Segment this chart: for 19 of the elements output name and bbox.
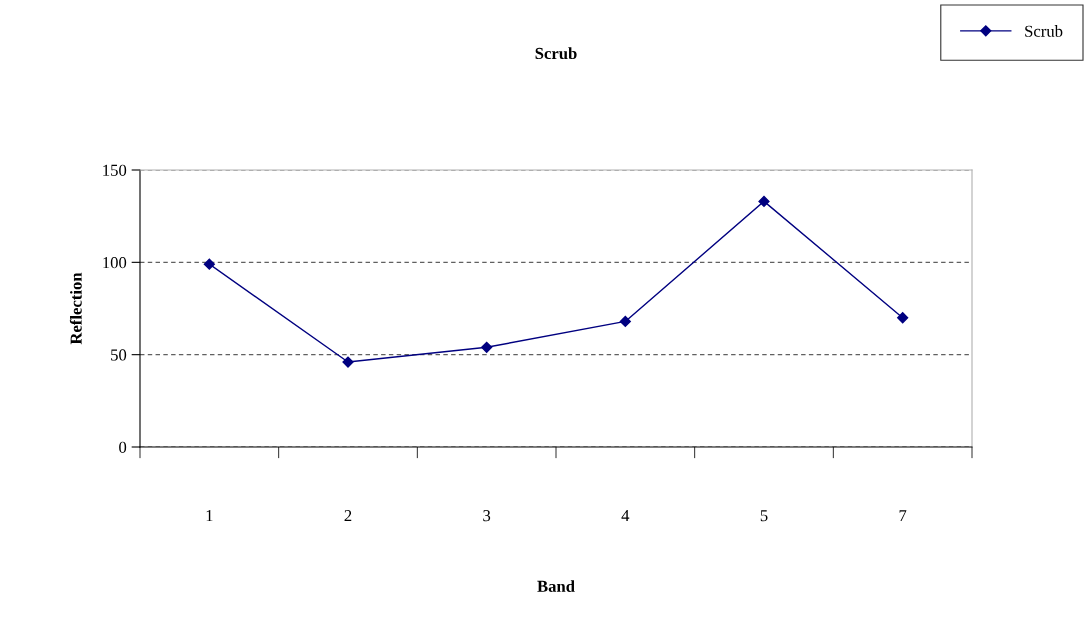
x-axis-title: Band (537, 580, 575, 592)
x-tick-label: 1 (206, 510, 213, 522)
point (758, 195, 770, 207)
x-tick-label: 5 (760, 510, 768, 522)
point (481, 341, 493, 353)
chart-title: Scrub (535, 47, 577, 60)
y-axis-title: Reflection (69, 272, 82, 345)
y-tick-label: 0 (119, 441, 127, 453)
point (619, 315, 631, 328)
x-tick-label: 7 (899, 510, 907, 522)
point (203, 258, 215, 270)
y-tick-label: 150 (103, 164, 127, 176)
y-tick-label: 100 (103, 257, 127, 269)
x-tick-label: 2 (344, 510, 352, 522)
x-tick-label: 3 (483, 510, 491, 522)
x-tick-label: 4 (621, 510, 630, 522)
legend-label: Scrub (1025, 25, 1063, 37)
y-tick-label: 50 (111, 349, 127, 361)
point (897, 312, 909, 324)
